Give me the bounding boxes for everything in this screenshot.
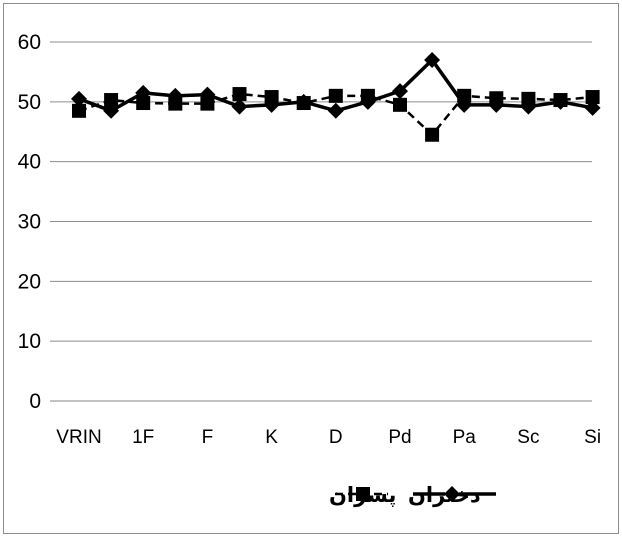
x-tick-label: 1F <box>132 427 154 448</box>
y-tick-label: 50 <box>18 91 41 114</box>
legend: دختران پسران <box>329 483 496 507</box>
legend-item-girls: دختران <box>408 483 496 507</box>
legend-label-boys: پسران <box>329 483 396 507</box>
x-tick-label: Si <box>584 427 601 448</box>
data-point <box>104 93 119 108</box>
y-tick-label: 10 <box>18 330 41 353</box>
data-point <box>72 103 86 118</box>
data-point <box>231 98 248 115</box>
data-point <box>521 91 536 106</box>
legend-label-girls: دختران <box>408 483 481 507</box>
y-tick-label: 30 <box>18 211 41 234</box>
y-tick-label: 40 <box>18 151 41 174</box>
x-tick-label: F <box>202 427 214 448</box>
data-point <box>328 88 343 103</box>
data-point <box>232 87 247 102</box>
data-point <box>489 91 504 106</box>
data-point <box>392 83 408 100</box>
data-point <box>360 88 375 103</box>
x-tick-label: K <box>265 427 278 448</box>
data-point <box>264 90 279 105</box>
series-layer <box>71 51 601 142</box>
x-axis-ticks: VRIN 1F F K D Pd Pa Sc Si <box>56 427 601 448</box>
legend-marker-boys <box>356 487 370 501</box>
series-girls <box>71 51 601 119</box>
data-point <box>553 93 568 108</box>
data-point <box>296 96 311 111</box>
x-tick-label: VRIN <box>56 427 101 448</box>
data-point <box>327 102 344 119</box>
chart-frame <box>3 3 619 534</box>
x-tick-label: Pd <box>388 427 411 448</box>
data-point <box>457 88 472 103</box>
data-point <box>71 90 87 107</box>
data-point <box>393 97 407 112</box>
legend-marker-girls <box>444 486 460 502</box>
series-boys <box>72 87 600 142</box>
y-tick-label: 60 <box>18 31 41 54</box>
data-point <box>424 51 441 68</box>
data-point <box>200 96 215 111</box>
data-point <box>585 90 600 105</box>
data-point <box>136 96 151 111</box>
data-point <box>168 96 183 111</box>
y-axis-ticks: 0 10 20 30 40 50 60 <box>18 31 41 413</box>
gridlines <box>50 41 592 402</box>
x-tick-label: Sc <box>517 427 539 448</box>
y-tick-label: 20 <box>18 270 41 293</box>
data-point <box>425 127 440 142</box>
x-tick-label: Pa <box>453 427 477 448</box>
y-tick-label: 0 <box>29 390 41 413</box>
legend-item-boys: پسران <box>329 483 396 507</box>
x-tick-label: D <box>329 427 343 448</box>
